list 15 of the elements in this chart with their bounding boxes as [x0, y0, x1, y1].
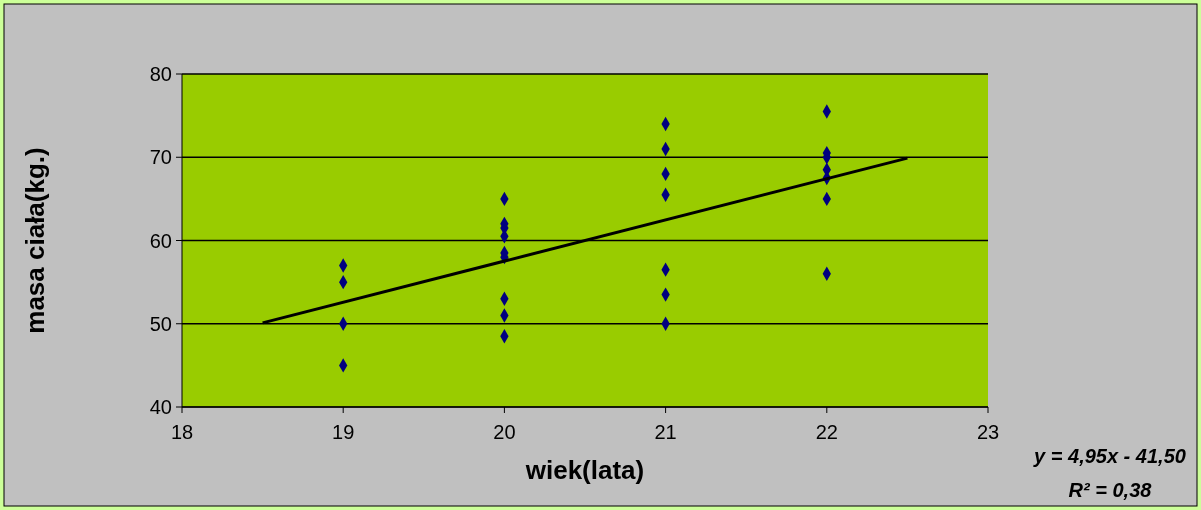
text: y = 4,95x - 41,50	[1033, 445, 1186, 467]
x-axis-title: wiek(lata)	[524, 455, 645, 485]
x-tick-label: 22	[815, 421, 838, 443]
text: R² = 0,38	[1068, 479, 1153, 501]
y-tick-label: 70	[149, 146, 172, 169]
x-tick-label: 23	[976, 421, 1000, 443]
y-tick-label: 80	[149, 63, 172, 85]
y-axis-title: masa ciała(kg.)	[20, 147, 50, 334]
y-tick-label: 40	[149, 396, 172, 418]
x-tick-label: 19	[332, 421, 355, 443]
x-tick-label: 21	[654, 421, 677, 443]
x-tick-label: 18	[170, 421, 194, 443]
x-tick-label: 20	[493, 421, 516, 443]
y-tick-label: 60	[149, 229, 172, 252]
y-tick-label: 50	[149, 312, 172, 335]
